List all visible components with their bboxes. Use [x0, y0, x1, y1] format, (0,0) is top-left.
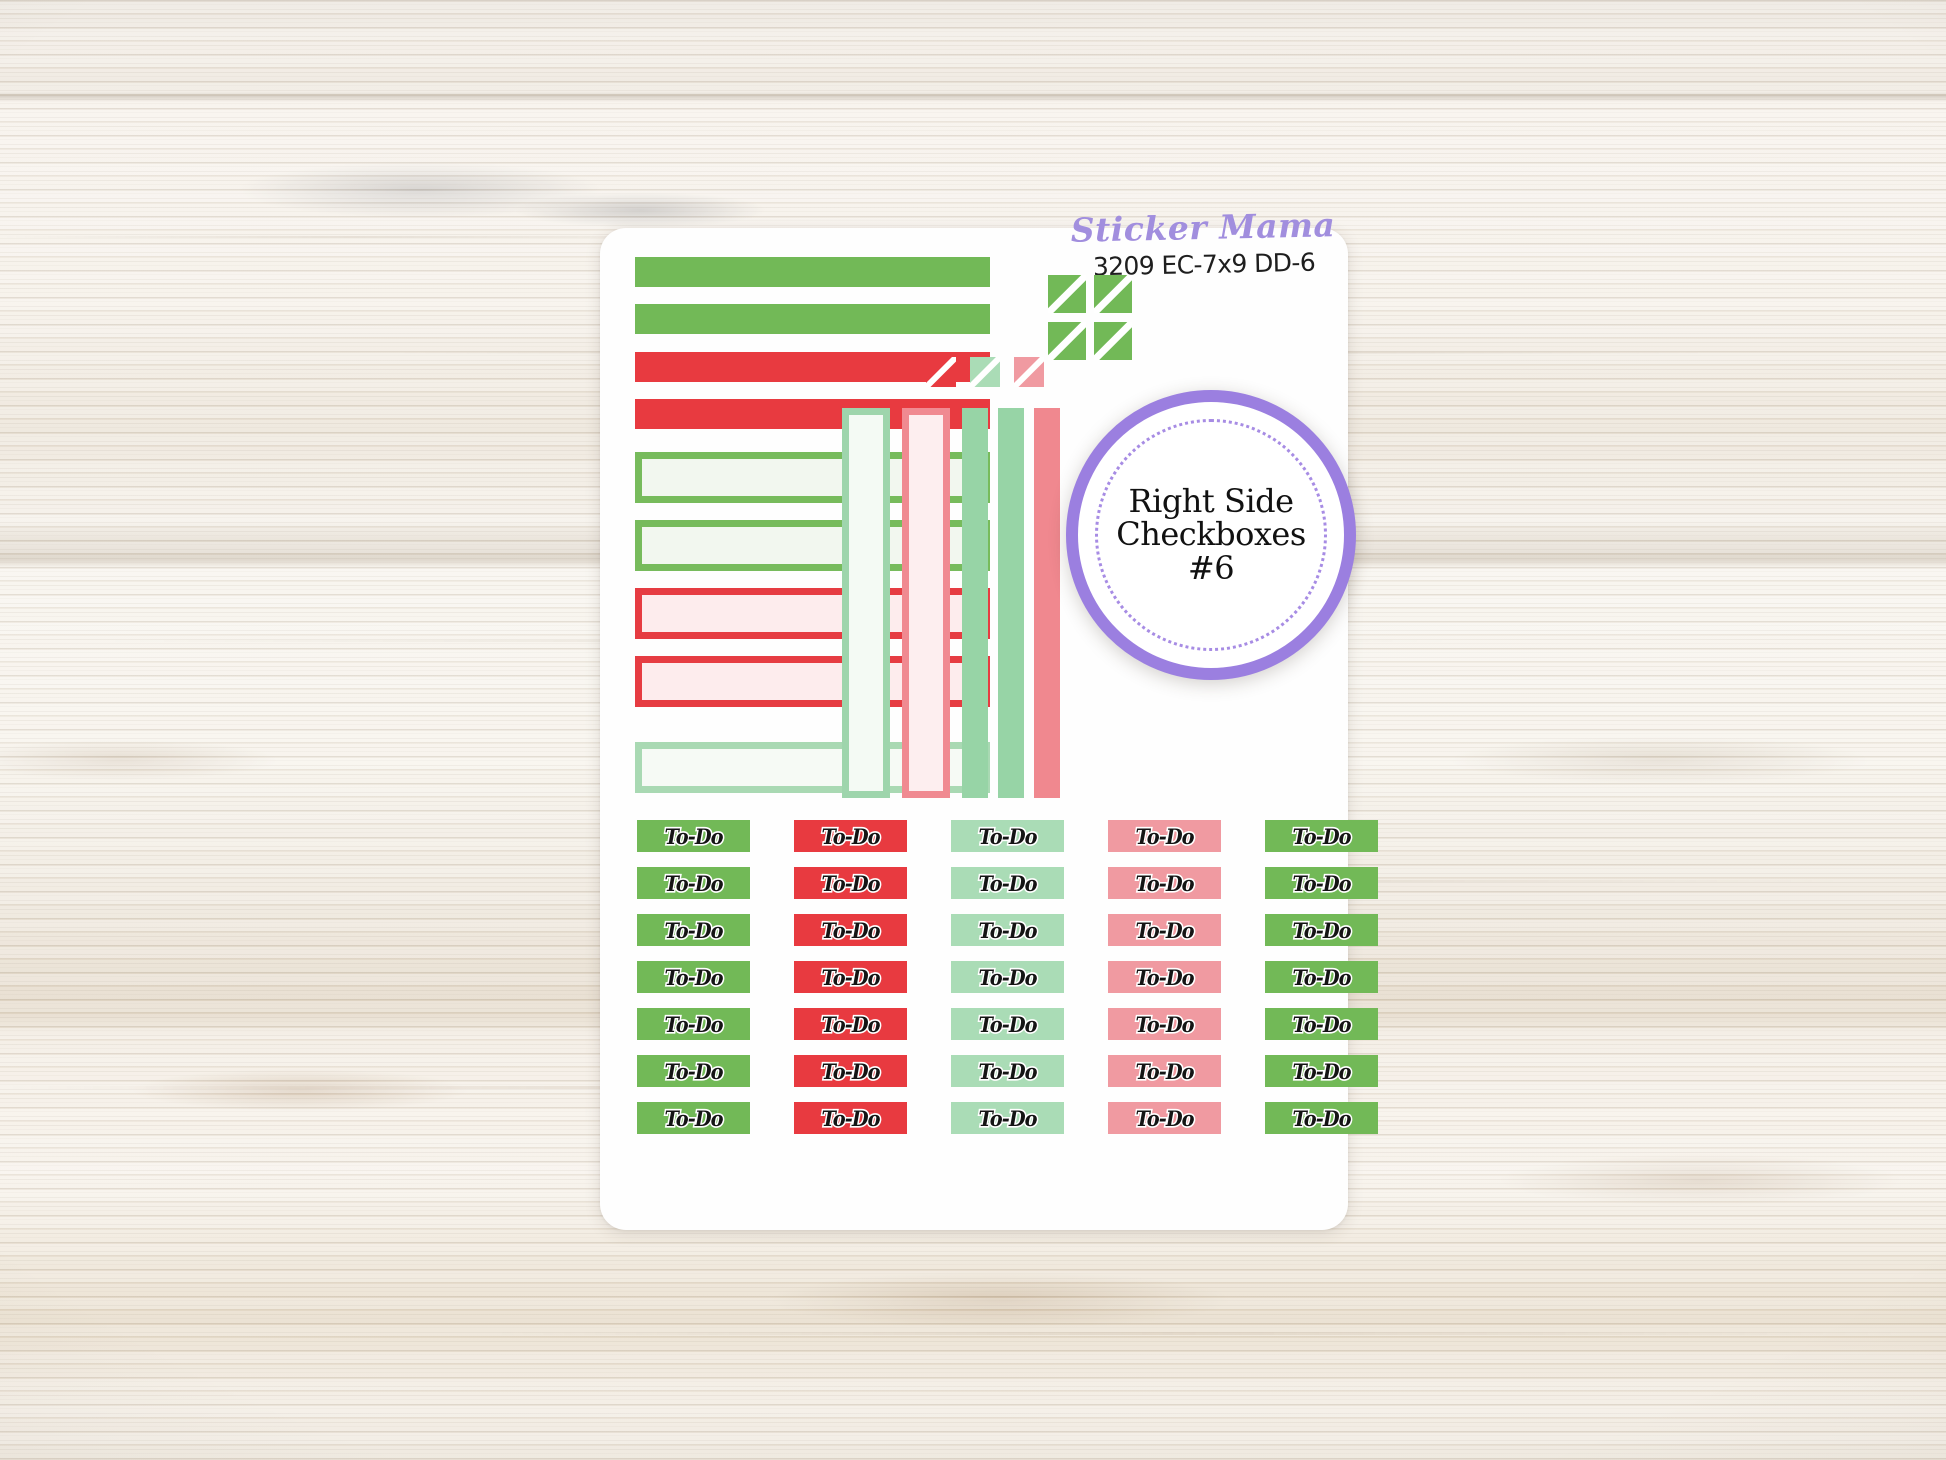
todo-sticker-label: To-Do: [1134, 869, 1196, 897]
todo-sticker-r5-c5[interactable]: To-Do: [1265, 1008, 1378, 1040]
checkbox-square-mint-small[interactable]: [970, 357, 1000, 387]
todo-sticker-label: To-Do: [977, 822, 1039, 850]
todo-sticker-r5-c4[interactable]: To-Do: [1108, 1008, 1221, 1040]
todo-sticker-r1-c2[interactable]: To-Do: [794, 820, 907, 852]
todo-sticker-label: To-Do: [1291, 963, 1353, 991]
todo-sticker-label: To-Do: [1134, 963, 1196, 991]
todo-sticker-label: To-Do: [820, 963, 882, 991]
todo-sticker-r5-c1[interactable]: To-Do: [637, 1008, 750, 1040]
todo-sticker-label: To-Do: [1291, 822, 1353, 850]
todo-sticker-r4-c5[interactable]: To-Do: [1265, 961, 1378, 993]
todo-sticker-r4-c3[interactable]: To-Do: [951, 961, 1064, 993]
brand-logo-text: Sticker Mama: [1070, 205, 1336, 250]
todo-sticker-label: To-Do: [1134, 916, 1196, 944]
badge-text: Right Side Checkboxes #6: [1078, 482, 1344, 587]
todo-sticker-r1-c1[interactable]: To-Do: [637, 820, 750, 852]
todo-sticker-r2-c3[interactable]: To-Do: [951, 867, 1064, 899]
todo-sticker-r7-c3[interactable]: To-Do: [951, 1102, 1064, 1134]
todo-sticker-r2-c4[interactable]: To-Do: [1108, 867, 1221, 899]
todo-sticker-label: To-Do: [663, 963, 725, 991]
vertical-bar-pink-solid[interactable]: [1034, 408, 1060, 798]
todo-sticker-r5-c2[interactable]: To-Do: [794, 1008, 907, 1040]
todo-sticker-r4-c2[interactable]: To-Do: [794, 961, 907, 993]
todo-sticker-r7-c4[interactable]: To-Do: [1108, 1102, 1221, 1134]
todo-sticker-label: To-Do: [820, 1104, 882, 1132]
todo-sticker-label: To-Do: [663, 1057, 725, 1085]
checkbox-square-green-3[interactable]: [1048, 322, 1086, 360]
todo-sticker-label: To-Do: [820, 916, 882, 944]
todo-sticker-label: To-Do: [820, 1010, 882, 1038]
vertical-bar-mint-solid-2[interactable]: [998, 408, 1024, 798]
header-bar-green-1[interactable]: [635, 257, 990, 287]
todo-sticker-label: To-Do: [977, 1010, 1039, 1038]
header-bar-green-2[interactable]: [635, 304, 990, 334]
todo-sticker-label: To-Do: [663, 1104, 725, 1132]
todo-sticker-r3-c2[interactable]: To-Do: [794, 914, 907, 946]
sticker-sheet: Sticker Mama 3209 EC-7x9 DD-6: [600, 205, 1378, 1230]
todo-sticker-r6-c1[interactable]: To-Do: [637, 1055, 750, 1087]
todo-sticker-label: To-Do: [663, 869, 725, 897]
todo-sticker-label: To-Do: [977, 1104, 1039, 1132]
checkbox-square-red-small[interactable]: [926, 357, 956, 387]
todo-sticker-r3-c1[interactable]: To-Do: [637, 914, 750, 946]
badge-dotted-ring: [1095, 419, 1327, 651]
todo-sticker-r7-c2[interactable]: To-Do: [794, 1102, 907, 1134]
todo-sticker-label: To-Do: [820, 869, 882, 897]
badge-line-3: #6: [1187, 548, 1235, 587]
todo-sticker-r3-c4[interactable]: To-Do: [1108, 914, 1221, 946]
todo-sticker-label: To-Do: [977, 1057, 1039, 1085]
todo-sticker-label: To-Do: [977, 963, 1039, 991]
todo-sticker-r1-c5[interactable]: To-Do: [1265, 820, 1378, 852]
todo-sticker-label: To-Do: [663, 916, 725, 944]
todo-sticker-label: To-Do: [663, 822, 725, 850]
checkbox-square-green-2[interactable]: [1094, 275, 1132, 313]
todo-sticker-r6-c4[interactable]: To-Do: [1108, 1055, 1221, 1087]
todo-sticker-label: To-Do: [1134, 1104, 1196, 1132]
todo-sticker-r2-c5[interactable]: To-Do: [1265, 867, 1378, 899]
todo-sticker-r2-c1[interactable]: To-Do: [637, 867, 750, 899]
todo-sticker-r3-c5[interactable]: To-Do: [1265, 914, 1378, 946]
todo-sticker-label: To-Do: [977, 869, 1039, 897]
vertical-bar-mint-outline[interactable]: [842, 408, 890, 798]
todo-sticker-label: To-Do: [1291, 1104, 1353, 1132]
badge-line-1: Right Side: [1128, 482, 1294, 521]
todo-sticker-r6-c2[interactable]: To-Do: [794, 1055, 907, 1087]
todo-sticker-label: To-Do: [820, 822, 882, 850]
todo-sticker-label: To-Do: [1291, 1057, 1353, 1085]
todo-sticker-label: To-Do: [1134, 1010, 1196, 1038]
badge-line-2: Checkboxes: [1116, 515, 1306, 554]
todo-sticker-label: To-Do: [1134, 1057, 1196, 1085]
todo-sticker-r4-c4[interactable]: To-Do: [1108, 961, 1221, 993]
checkbox-square-pink-small[interactable]: [1014, 357, 1044, 387]
product-badge: Right Side Checkboxes #6: [1066, 390, 1356, 680]
todo-sticker-r6-c5[interactable]: To-Do: [1265, 1055, 1378, 1087]
vertical-bar-mint-solid-1[interactable]: [962, 408, 988, 798]
todo-sticker-r3-c3[interactable]: To-Do: [951, 914, 1064, 946]
todo-sticker-r4-c1[interactable]: To-Do: [637, 961, 750, 993]
todo-sticker-r7-c5[interactable]: To-Do: [1265, 1102, 1378, 1134]
todo-sticker-r7-c1[interactable]: To-Do: [637, 1102, 750, 1134]
checkbox-square-green-1[interactable]: [1048, 275, 1086, 313]
todo-sticker-label: To-Do: [820, 1057, 882, 1085]
todo-sticker-r2-c2[interactable]: To-Do: [794, 867, 907, 899]
checkbox-square-green-4[interactable]: [1094, 322, 1132, 360]
todo-sticker-label: To-Do: [1291, 1010, 1353, 1038]
todo-sticker-label: To-Do: [1134, 822, 1196, 850]
todo-sticker-r6-c3[interactable]: To-Do: [951, 1055, 1064, 1087]
todo-sticker-label: To-Do: [1291, 916, 1353, 944]
todo-sticker-label: To-Do: [663, 1010, 725, 1038]
todo-sticker-r5-c3[interactable]: To-Do: [951, 1008, 1064, 1040]
todo-sticker-label: To-Do: [977, 916, 1039, 944]
todo-sticker-r1-c3[interactable]: To-Do: [951, 820, 1064, 852]
todo-sticker-r1-c4[interactable]: To-Do: [1108, 820, 1221, 852]
todo-sticker-label: To-Do: [1291, 869, 1353, 897]
vertical-bar-pink-outline[interactable]: [902, 408, 950, 798]
